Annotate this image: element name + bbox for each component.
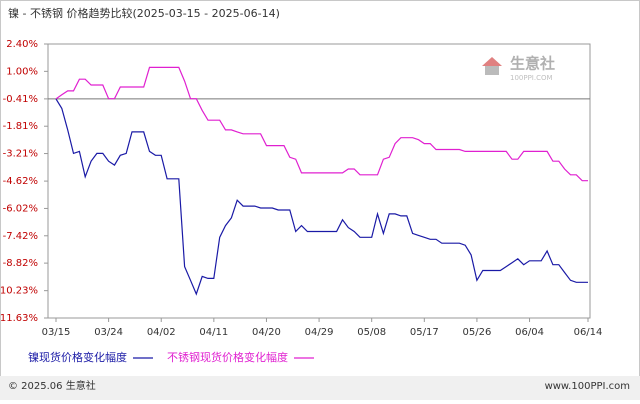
watermark-icon xyxy=(482,57,502,66)
x-tick-label: 04/11 xyxy=(199,327,228,338)
chart-title: 镍 - 不锈钢 价格趋势比较(2025-03-15 - 2025-06-14) xyxy=(8,6,280,20)
y-tick-label: -3.21% xyxy=(3,149,38,160)
y-tick-label: -6.02% xyxy=(3,203,38,214)
y-tick-label: -4.62% xyxy=(3,176,38,187)
footer-right: www.100PPI.com xyxy=(545,381,630,392)
footer-band xyxy=(0,376,640,400)
series-line xyxy=(55,98,588,296)
watermark-icon-base xyxy=(485,66,499,75)
series-line xyxy=(55,66,588,182)
watermark-text: 生意社 xyxy=(510,55,555,73)
y-tick-label: -0.41% xyxy=(3,94,38,105)
watermark: 生意社 100PPI.COM xyxy=(482,55,555,82)
x-tick-label: 04/02 xyxy=(147,327,176,338)
x-tick-label: 04/20 xyxy=(252,327,281,338)
y-tick-label: -7.42% xyxy=(3,231,38,242)
x-tick-label: 05/08 xyxy=(357,327,386,338)
y-tick-label: -11.63% xyxy=(0,313,38,324)
x-tick-label: 05/26 xyxy=(463,327,492,338)
x-tick-label: 06/14 xyxy=(574,327,603,338)
watermark-sub: 100PPI.COM xyxy=(510,74,553,82)
y-tick-label: -1.81% xyxy=(3,121,38,132)
x-tick-label: 03/15 xyxy=(42,327,71,338)
y-tick-label: -8.82% xyxy=(3,258,38,269)
x-tick-label: 05/17 xyxy=(410,327,439,338)
y-tick-label: 2.40% xyxy=(6,39,38,50)
legend-label: 镍现货价格变化幅度 xyxy=(28,350,127,364)
y-tick-label: 1.00% xyxy=(6,66,38,77)
y-tick-label: -10.23% xyxy=(0,286,38,297)
x-tick-label: 04/29 xyxy=(305,327,334,338)
x-tick-label: 06/04 xyxy=(515,327,544,338)
legend-label: 不锈钢现货价格变化幅度 xyxy=(167,350,288,364)
x-tick-label: 03/24 xyxy=(94,327,123,338)
footer-left: © 2025.06 生意社 xyxy=(8,379,96,392)
